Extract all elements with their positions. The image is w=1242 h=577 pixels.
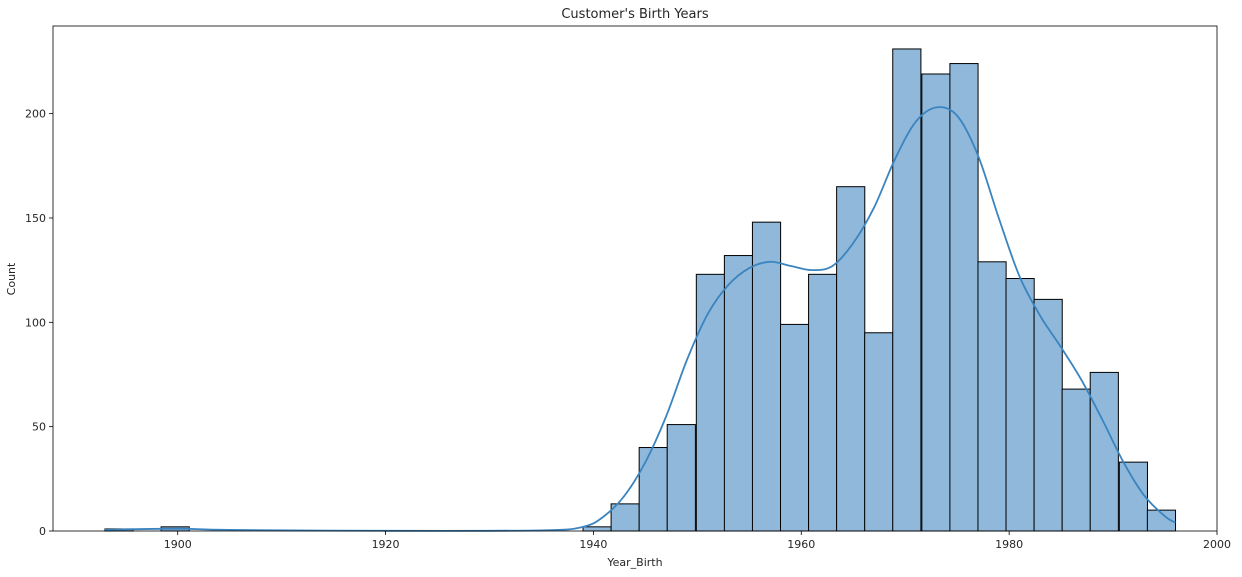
histogram-bar-20 (1061, 388, 1091, 532)
chart-title: Customer's Birth Years (561, 7, 708, 22)
x-axis: 1900 1920 1940 1960 1980 2000 (164, 531, 1231, 551)
histogram-bar-4 (610, 503, 640, 532)
histogram-bar-5 (638, 447, 668, 532)
histogram-bar-11 (808, 273, 838, 532)
x-axis-label: Year_Birth (606, 556, 662, 569)
histogram-bar-22 (1118, 461, 1148, 532)
histogram-bar-13 (864, 332, 894, 532)
histogram-bar-6 (666, 424, 696, 532)
plot-frame (52, 25, 1218, 532)
histogram-bar-17 (977, 261, 1007, 532)
histogram-bar-21 (1089, 371, 1119, 532)
y-tick-label: 50 (32, 421, 46, 434)
y-tick-label: 150 (25, 212, 46, 225)
histogram-bar-8 (723, 255, 754, 532)
y-axis-label: Count (5, 262, 18, 295)
x-tick-label: 1980 (995, 538, 1023, 551)
histogram-bar-10 (780, 323, 810, 532)
x-tick-label: 1920 (372, 538, 400, 551)
x-tick-label: 1900 (164, 538, 192, 551)
x-tick-label: 1960 (787, 538, 815, 551)
bars-layer (104, 48, 1177, 532)
y-axis: 0 50 100 150 200 (25, 108, 53, 538)
y-tick-label: 100 (25, 316, 46, 329)
histogram-bar-15 (921, 73, 951, 532)
histogram-bar-12 (836, 186, 866, 532)
histogram-bar-3 (582, 526, 612, 532)
y-tick-label: 0 (39, 525, 46, 538)
histogram-bar-14 (892, 48, 922, 532)
x-tick-label: 2000 (1203, 538, 1231, 551)
x-tick-label: 1940 (579, 538, 607, 551)
histogram-bar-18 (1005, 278, 1035, 532)
histogram-bar-9 (751, 221, 782, 532)
histogram-bar-16 (949, 63, 979, 532)
histogram-bar-7 (695, 273, 725, 532)
kde-curve (104, 106, 1176, 532)
y-tick-label: 200 (25, 108, 46, 121)
histogram-bar-19 (1033, 298, 1063, 532)
